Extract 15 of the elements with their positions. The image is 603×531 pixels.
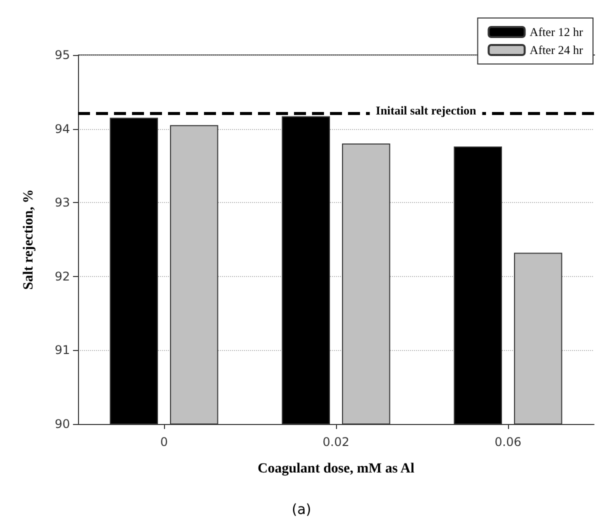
y-axis-title: Salt rejection, % [22,189,36,290]
legend-label: After 12 hr [530,25,584,39]
y-tick-label: 92 [54,269,70,284]
y-tick-label: 90 [54,417,70,431]
y-tick-label: 94 [54,122,70,136]
x-tick-label: 0.02 [322,435,350,449]
x-tick-label: 0 [160,435,168,449]
ref-line-label: Initail salt rejection [376,103,477,118]
x-axis-title: Coagulant dose, mM as Al [258,462,414,476]
y-tick-label: 91 [54,343,70,358]
text: (a) [292,502,312,518]
legend-label: After 24 hr [530,43,584,57]
x-tick-label: 0.06 [494,435,522,449]
y-tick-label: 93 [54,196,70,210]
y-tick-label: 95 [54,48,70,62]
